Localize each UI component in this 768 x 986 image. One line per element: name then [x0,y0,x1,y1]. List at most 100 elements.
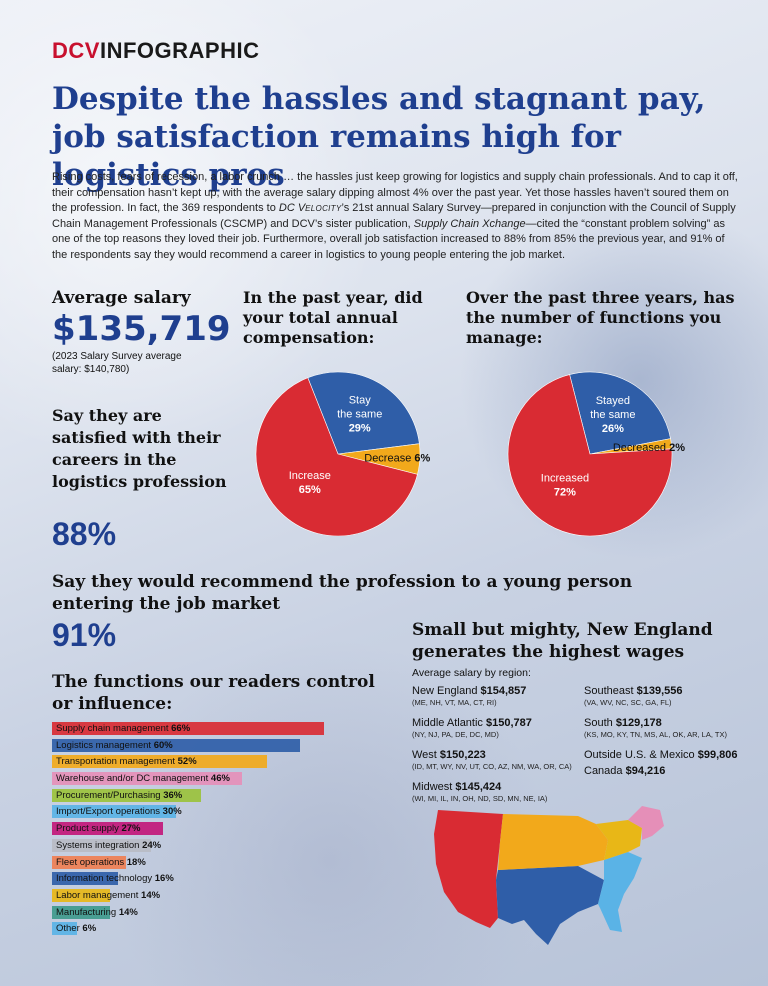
region-name: Southeast [584,685,637,697]
region-salary: $139,556 [636,685,683,697]
compensation-pie-chart: Increase 65% Stay the same 29% Decrease 6% [255,371,431,536]
bar [52,805,176,819]
map-region-middle-atlantic [596,820,642,860]
bar-row: Supply chain management 66% [52,721,382,738]
regions-subtitle: Average salary by region: [412,667,531,679]
region-states: (ME, NH, VT, MA, CT, RI) [412,698,497,707]
headline: Despite the hassles and stagnant pay, jo… [52,81,706,193]
pie-label-increased: Increased 72% [541,472,589,498]
region-name: Midwest [412,781,456,793]
map-region-new-england [628,806,664,840]
bar-row: Warehouse and/or DC management 46% [52,771,382,788]
region-states: (NY, NJ, PA, DE, DC, MD) [412,730,499,739]
bar [52,872,118,886]
bar [52,788,201,802]
pie-slice-stayed-the-same [569,371,671,455]
functions-question: Over the past three years, has the numbe… [466,288,735,347]
region-states: (VA, WV, NC, SC, GA, FL) [584,698,672,707]
bar-row: Manufacturing 14% [52,905,382,922]
pie-slice-increased [507,374,673,537]
bar-value-label: 18% [126,856,146,868]
region-states: (WI, MI, IL, IN, OH, ND, SD, MN, NE, IA) [412,794,548,803]
region-salary: $154,857 [480,685,527,697]
satisfied-value: 88% [52,516,117,552]
bar-row: Import/Export operations 30% [52,804,382,821]
bar [52,905,110,919]
pie-slice-increase [255,377,418,536]
bar-value-label: 27% [121,823,141,835]
bar-value-label: 46% [210,773,230,785]
recommend-title: Say they would recommend the profession … [52,572,633,614]
map-region-southeast [598,852,642,932]
bar-value-label: 36% [163,789,183,801]
pie-label-increase: Increase 65% [289,470,331,496]
bar-value-label: 16% [154,873,174,885]
intro-paragraph: Rising costs, fears of recession, a labo… [52,171,738,261]
average-salary-note: (2023 Salary Survey average salary: $140… [52,351,182,375]
bar [52,755,267,769]
map-region-midwest [498,814,608,870]
recommend-value: 91% [52,617,117,653]
us-regions-map [434,806,664,945]
bar-value-label: 14% [118,906,138,918]
satisfied-title: Say they are satisfied with their career… [52,406,227,491]
pie-label-stayed-the-same: Stayed the same 26% [590,395,635,435]
region-item: West $150,223 (ID, MT, WY, NV, UT, CO, AZ… [412,748,592,772]
bar-row: Procurement/Purchasing 36% [52,788,382,805]
bar [52,772,242,786]
region-name: West [412,749,440,761]
bar-value-label: 66% [171,723,191,734]
bar-row: Systems integration 24% [52,838,382,855]
bar-value-label: 52% [177,756,197,768]
regions-title: Small but mighty, New England generates … [412,620,713,662]
average-salary-title: Average salary [52,288,191,308]
region-name: New England [412,685,481,697]
bar-value-label: 24% [142,839,162,851]
bar-label: Information technology 16% [56,873,174,885]
region-item: New England $154,857 (ME, NH, VT, MA, CT,… [412,684,592,708]
pie-label-decrease: Decrease 6% [364,453,430,465]
bar-label: Logistics management 60% [56,739,173,751]
bar [52,722,325,735]
region-name: Middle Atlantic [412,717,486,729]
region-salary: $150,223 [439,749,486,761]
bar [52,822,164,836]
bar-value-label: 14% [141,889,161,901]
map-region-south [496,866,604,945]
functions-pie-chart: Increased 72% Stayed the same 26% Decreased 2… [507,371,685,537]
bar-row: Transportation management 52% [52,754,382,771]
brand-logo: DCVINFOGRAPHIC [52,38,260,63]
bar-label: Systems integration 24% [56,839,162,851]
bar-value-label: 60% [153,739,173,751]
region-item: Midwest $145,424 (WI, MI, IL, IN, OH, ND,… [412,780,592,804]
bar-label: Supply chain management 66% [56,723,191,734]
compensation-question: In the past year, did your total annual … [243,288,423,347]
bar-row: Fleet operations 18% [52,855,382,872]
bar [52,888,110,902]
region-name: Canada [584,765,626,777]
functions-title: The functions our readers control or inf… [52,672,375,714]
bar-label: Warehouse and/or DC management 46% [56,773,230,785]
region-salary: $150,787 [485,717,532,729]
region-salary: $145,424 [455,781,502,793]
bar [52,855,127,869]
bar-row: Labor management 14% [52,888,382,905]
bar-label: Labor management 14% [56,889,161,901]
bar-row: Other 6% [52,921,382,938]
pie-label-decreased: Decreased 2% [613,442,685,454]
functions-bar-chart: Supply chain management 66% Logistics man… [52,721,382,938]
pie-slice-stay-the-same [307,371,420,455]
region-item: Canada $94,216 [584,764,764,778]
bar-row: Information technology 16% [52,871,382,888]
bar-value-label: 30% [162,806,182,818]
region-salary: $94,216 [625,765,666,777]
bar-label: Import/Export operations 30% [56,806,182,818]
bar-label: Transportation management 52% [56,756,197,768]
region-states: (ID, MT, WY, NV, UT, CO, AZ, NM, WA, OR,… [412,762,572,771]
bar-label: Fleet operations 18% [56,856,146,868]
region-name: South [584,717,616,729]
bar-label: Product supply 27% [56,823,141,835]
region-salary: $99,806 [697,749,738,761]
bar-value-label: 6% [82,923,97,935]
bar-row: Product supply 27% [52,821,382,838]
